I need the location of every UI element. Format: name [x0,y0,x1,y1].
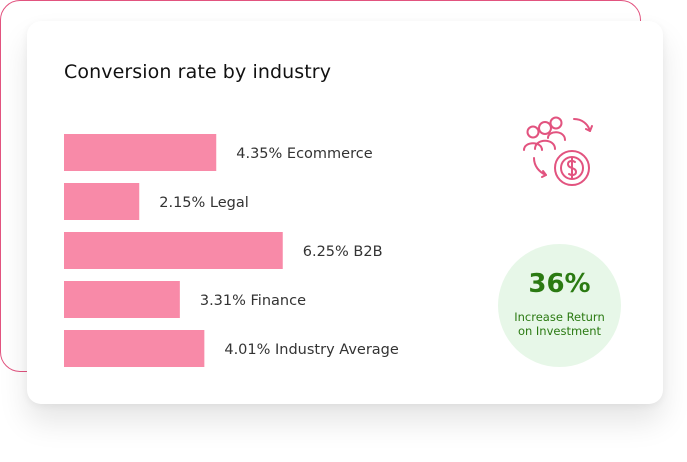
bar-label-legal: 2.15% Legal [159,195,249,211]
bar-label-b2b: 6.25% B2B [303,244,383,260]
bar-ecommerce [64,134,217,171]
conversion-bar-chart: 4.35% Ecommerce 2.15% Legal 6.25% B2B 3.31%… [64,134,399,367]
roi-badge: 36% Increase Return on Investment [498,244,621,367]
bar-label-finance: 3.31% Finance [200,293,306,309]
bar-label-ecommerce: 4.35% Ecommerce [236,146,372,162]
roi-users-dollar-cycle-icon [514,111,606,195]
roi-label: Increase Return on Investment [514,310,605,338]
bar-label-industry-average: 4.01% Industry Average [224,342,399,358]
bar-finance [64,281,180,318]
bar-industry-average [64,330,205,367]
conversion-card: Conversion rate by industry 4.35% Ecomme… [27,21,663,404]
bar-legal [64,183,140,220]
bar-b2b [64,232,283,269]
chart-title: Conversion rate by industry [64,61,332,83]
roi-value: 36% [528,269,591,299]
